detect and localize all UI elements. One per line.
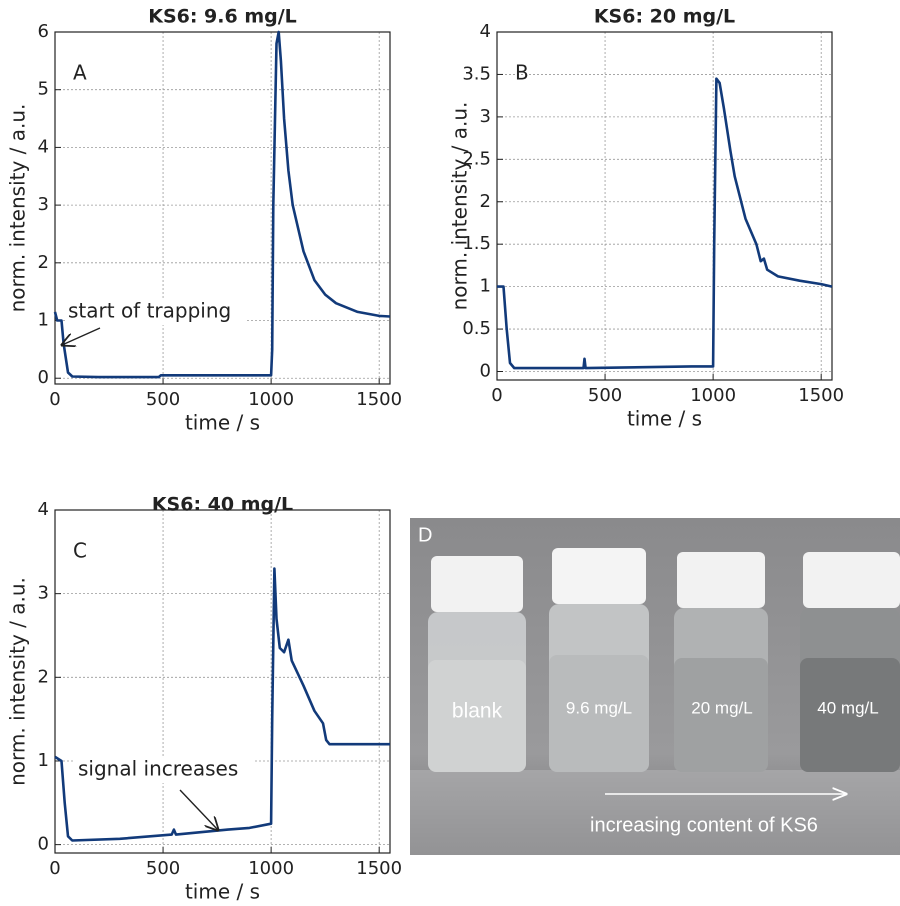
vial xyxy=(674,552,768,772)
y-tick-label: 3 xyxy=(38,583,49,604)
y-axis-label: norm. intensity / a.u. xyxy=(6,104,30,313)
data-line xyxy=(53,30,391,379)
x-axis-label: time / s xyxy=(627,407,702,431)
x-tick-label: 500 xyxy=(146,858,180,879)
vial xyxy=(428,556,526,772)
y-axis-label: norm. intensity / a.u. xyxy=(6,577,30,786)
x-axis-label: time / s xyxy=(185,880,260,904)
x-axis-label: time / s xyxy=(185,411,260,435)
y-tick-label: 1 xyxy=(480,276,491,297)
x-tick-label: 1500 xyxy=(798,385,844,406)
plot-frame xyxy=(54,31,391,385)
panel-label: C xyxy=(73,539,87,563)
panel-label: B xyxy=(515,61,529,85)
vial-label: blank xyxy=(452,700,503,723)
y-tick-label: 2 xyxy=(38,252,49,273)
y-tick-label: 6 xyxy=(38,21,49,42)
plot-frame xyxy=(496,31,833,381)
y-tick-label: 4 xyxy=(38,499,49,520)
y-tick-label: 0 xyxy=(38,834,49,855)
x-tick-label: 1000 xyxy=(248,858,294,879)
x-tick-label: 0 xyxy=(491,385,502,406)
y-tick-label: 0 xyxy=(480,361,491,382)
data-line xyxy=(497,77,833,370)
x-tick-label: 1000 xyxy=(690,385,736,406)
chart-title: KS6: 40 mg/L xyxy=(152,494,293,516)
photo-panel: D blank 9.6 mg/L 20 mg/L 40 mg/L increas… xyxy=(410,518,900,855)
x-tick-label: 0 xyxy=(49,858,60,879)
table-surface xyxy=(410,770,900,855)
data-line xyxy=(54,567,390,842)
vial-label: 20 mg/L xyxy=(691,698,752,717)
x-tick-label: 1000 xyxy=(248,389,294,410)
x-tick-label: 500 xyxy=(146,389,180,410)
vial xyxy=(549,548,649,772)
annotation-background xyxy=(75,757,255,783)
vial-label: 9.6 mg/L xyxy=(566,698,632,717)
vial-label: 40 mg/L xyxy=(817,698,878,717)
y-tick-label: 5 xyxy=(38,79,49,100)
plot-frame xyxy=(54,509,391,854)
y-tick-label: 2.5 xyxy=(462,148,491,169)
y-tick-label: 3 xyxy=(480,106,491,127)
panel-label: A xyxy=(73,61,87,85)
x-tick-label: 1500 xyxy=(356,858,402,879)
y-tick-label: 0.5 xyxy=(462,318,491,339)
annotation: signal increases xyxy=(78,757,238,781)
chart: 0 500 1000 1500 0 0.5 1 1.5 2 2.5 3 3.5 4 KS6: 20 mg/… xyxy=(448,6,845,431)
vial xyxy=(800,552,900,772)
y-tick-label: 1 xyxy=(38,750,49,771)
y-tick-label: 0 xyxy=(38,367,49,388)
x-tick-label: 0 xyxy=(49,389,60,410)
y-tick-label: 2 xyxy=(480,191,491,212)
annotation: start of trapping xyxy=(68,299,231,323)
annotation-background xyxy=(65,299,245,325)
chart-title: KS6: 20 mg/L xyxy=(594,6,735,28)
y-tick-label: 2 xyxy=(38,666,49,687)
y-tick-label: 3 xyxy=(38,194,49,215)
y-tick-label: 4 xyxy=(38,136,49,157)
annotation-arrow xyxy=(62,327,101,345)
y-tick-label: 1 xyxy=(38,310,49,331)
y-axis-label: norm. intensity / a.u. xyxy=(448,102,472,311)
annotation-arrow xyxy=(179,789,218,830)
chart-title: KS6: 9.6 mg/L xyxy=(148,6,297,28)
panel-label: D xyxy=(418,524,432,546)
y-tick-label: 4 xyxy=(480,21,491,42)
y-tick-label: 3.5 xyxy=(462,63,491,84)
photo-caption: increasing content of KS6 xyxy=(590,814,818,836)
x-tick-label: 1500 xyxy=(356,389,402,410)
y-tick-label: 1.5 xyxy=(462,233,491,254)
x-tick-label: 500 xyxy=(588,385,622,406)
